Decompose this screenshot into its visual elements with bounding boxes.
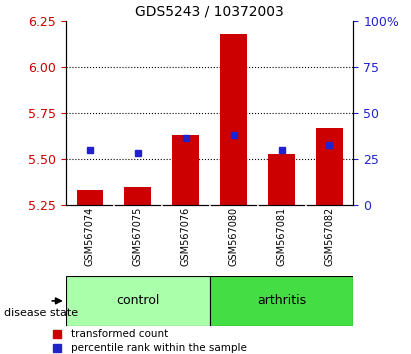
Bar	[76, 190, 103, 205]
Bar	[220, 34, 247, 205]
FancyBboxPatch shape	[66, 276, 210, 326]
Text: control: control	[116, 295, 159, 307]
Bar	[268, 154, 295, 205]
Text: GSM567075: GSM567075	[133, 207, 143, 266]
Text: disease state: disease state	[4, 308, 78, 318]
Text: arthritis: arthritis	[257, 295, 306, 307]
Text: GSM567082: GSM567082	[325, 207, 335, 266]
Text: GSM567080: GSM567080	[229, 207, 238, 266]
Text: GSM567076: GSM567076	[181, 207, 191, 266]
FancyBboxPatch shape	[210, 276, 353, 326]
Bar	[316, 128, 343, 205]
Text: transformed count: transformed count	[71, 329, 168, 339]
Text: GSM567074: GSM567074	[85, 207, 95, 266]
Bar	[173, 135, 199, 205]
Title: GDS5243 / 10372003: GDS5243 / 10372003	[135, 5, 284, 19]
Text: GSM567081: GSM567081	[277, 207, 286, 266]
Text: percentile rank within the sample: percentile rank within the sample	[71, 343, 247, 353]
Bar	[125, 187, 151, 205]
